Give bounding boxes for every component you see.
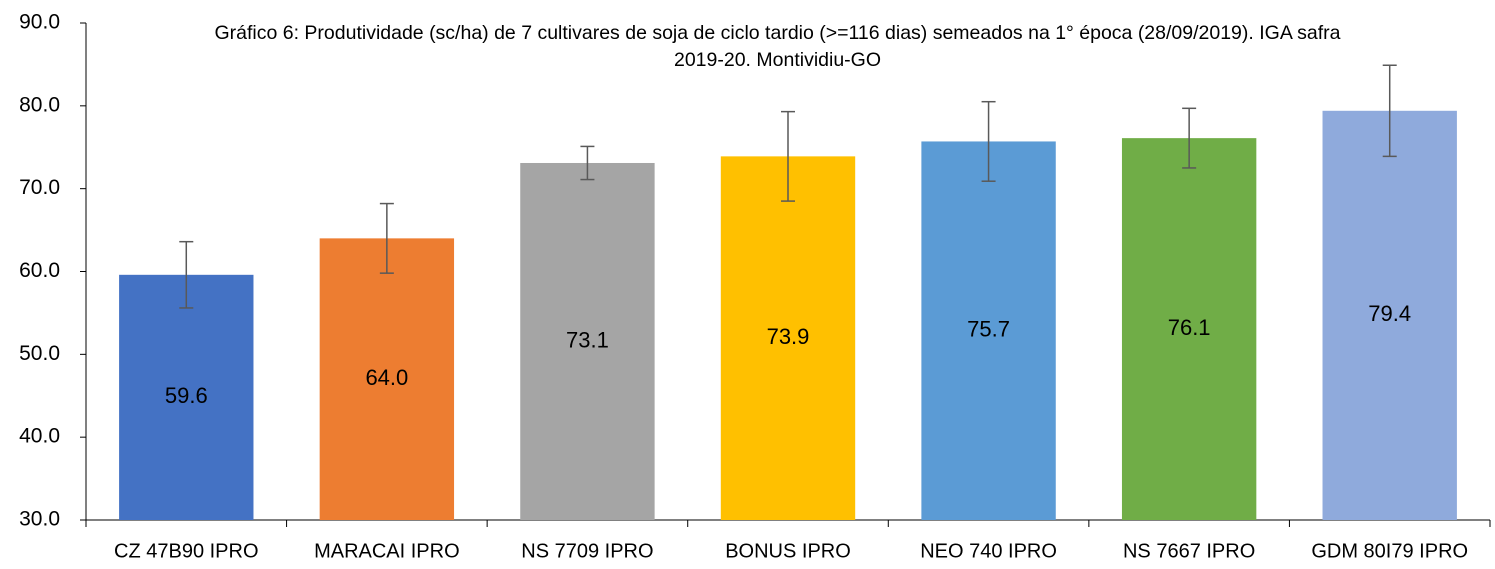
- data-label: 64.0: [365, 365, 408, 390]
- y-tick-label: 70.0: [19, 176, 60, 199]
- y-tick-label: 40.0: [19, 425, 60, 448]
- x-tick-label: GDM 80I79 IPRO: [1311, 540, 1468, 562]
- bar: [520, 162, 655, 520]
- x-tick-label: CZ 47B90 IPRO: [114, 540, 259, 562]
- bar: [319, 238, 455, 520]
- data-label: 79.4: [1368, 301, 1411, 326]
- bar: [1121, 138, 1257, 520]
- data-label: 75.7: [967, 317, 1010, 342]
- bar: [1322, 110, 1457, 520]
- data-label: 76.1: [1168, 315, 1211, 340]
- bar: [119, 274, 254, 520]
- y-tick-label: 30.0: [19, 508, 60, 531]
- x-tick-label: BONUS IPRO: [725, 540, 851, 562]
- y-tick-label: 60.0: [19, 259, 60, 282]
- y-tick-label: 90.0: [19, 11, 60, 34]
- x-tick-label: MARACAI IPRO: [314, 540, 460, 562]
- x-tick-label: NS 7709 IPRO: [521, 540, 653, 562]
- chart-title: Gráfico 6: Produtividade (sc/ha) de 7 cu…: [214, 22, 1341, 71]
- x-tick-label: NEO 740 IPRO: [920, 540, 1057, 562]
- bar: [720, 156, 856, 520]
- x-tick-label: NS 7667 IPRO: [1123, 540, 1255, 562]
- y-tick-label: 50.0: [19, 342, 60, 365]
- y-tick-label: 80.0: [19, 93, 60, 116]
- data-label: 73.1: [566, 327, 609, 352]
- data-label: 73.9: [767, 324, 810, 349]
- bar: [921, 141, 1056, 520]
- data-label: 59.6: [165, 383, 208, 408]
